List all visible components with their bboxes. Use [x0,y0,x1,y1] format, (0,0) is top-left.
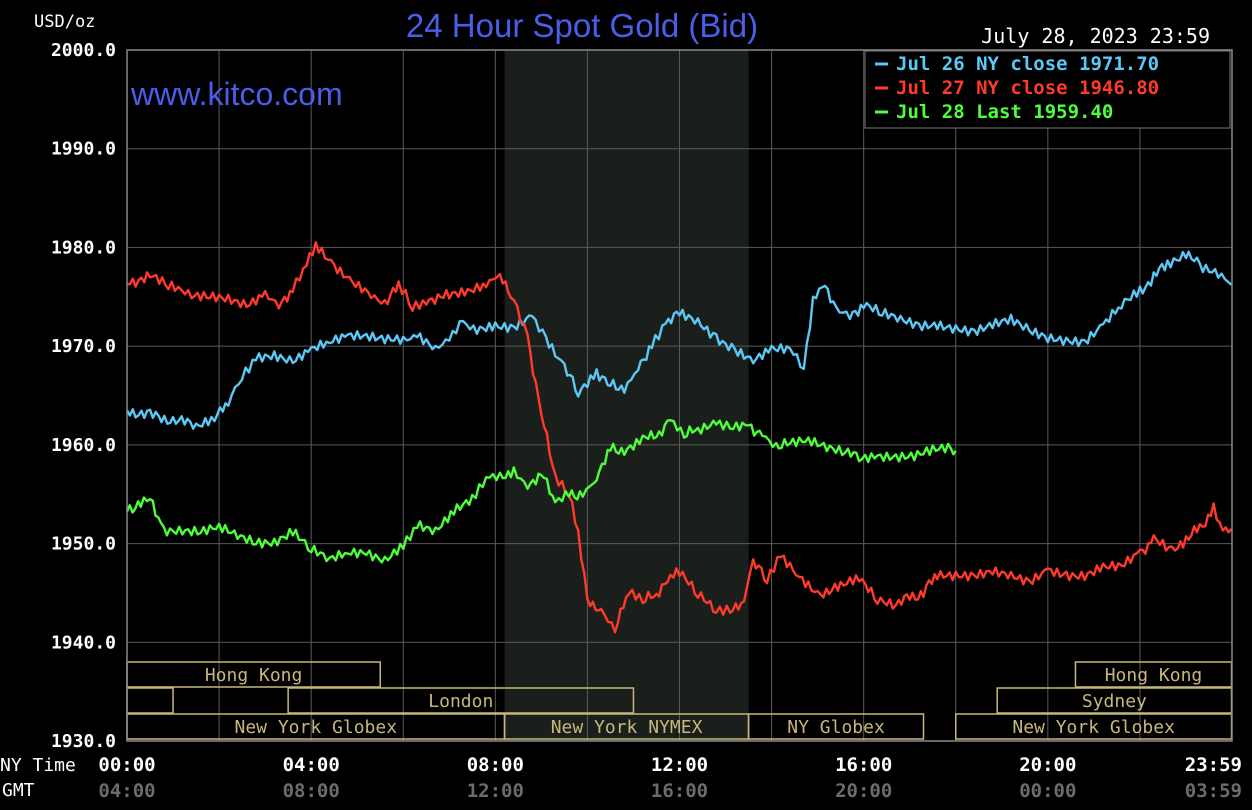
x-tick-label-ny: 23:59 [1185,754,1242,776]
x-tick-label-gmt: 20:00 [835,780,892,802]
session-label: London [428,691,493,712]
session-label: New York Globex [234,717,397,738]
ny-time-label: NY Time [0,755,76,776]
data-series [125,241,1233,634]
gmt-label: GMT [2,780,35,801]
timestamp: July 28, 2023 23:59 [981,24,1210,48]
x-tick-label-ny: 12:00 [651,754,708,776]
x-tick-label-ny: 04:00 [283,754,340,776]
y-axis-ticks: 2000.0 1990.0 1980.0 1970.0 1960.0 1950.0 1940… [51,40,116,752]
session-bar [747,713,925,740]
y-tick-label: 1990.0 [51,139,116,160]
nymex-highlight-band [504,50,749,741]
legend-entry: Jul 27 NY close 1946.80 [896,77,1159,99]
session-label: New York Globex [1012,717,1175,738]
x-tick-label-gmt: 00:00 [1019,780,1076,802]
x-tick-label-ny: 16:00 [835,754,892,776]
x-tick-label-gmt: 08:00 [283,780,340,802]
x-tick-label-gmt: 16:00 [651,780,708,802]
watermark: www.kitco.com [130,76,343,112]
series-line-jul-27 [126,241,1233,634]
legend-entry: Jul 28 Last 1959.40 [896,101,1113,123]
session-label: NY Globex [787,717,885,738]
legend-box [864,50,1231,129]
y-tick-label: 1960.0 [51,435,116,456]
unit-label: USD/oz [34,12,95,32]
y-tick-label: 1930.0 [51,731,116,752]
y-tick-label: 1980.0 [51,237,116,258]
x-tick-label-ny: 00:00 [98,754,155,776]
plot-frame [126,49,1233,742]
x-tick-label-gmt: 03:59 [1185,780,1242,802]
x-tick-label-gmt: 04:00 [98,780,155,802]
session-label: Hong Kong [1105,665,1203,686]
x-tick-label-ny: 08:00 [467,754,524,776]
session-label: New York NYMEX [551,717,703,738]
y-tick-label: 1970.0 [51,336,116,357]
y-tick-label: 2000.0 [51,40,116,61]
x-axis-ticks: 00:00 04:00 08:00 12:00 16:00 20:00 23:59 04:00… [98,754,1242,802]
y-tick-label: 1940.0 [51,632,116,653]
x-tick-label-ny: 20:00 [1019,754,1076,776]
session-bar [287,687,635,714]
series-line-jul-26 [125,250,1233,430]
session-bars: Hong Kong London New York Globex New York N… [126,661,1233,740]
x-tick-label-gmt: 12:00 [467,780,524,802]
chart-title: 24 Hour Spot Gold (Bid) [406,7,758,44]
gridlines [127,50,1232,741]
session-label: Sydney [1082,691,1147,712]
session-label: Hong Kong [205,665,303,686]
y-tick-label: 1950.0 [51,534,116,555]
legend-entry: Jul 26 NY close 1971.70 [896,53,1159,75]
series-line-jul-28 [125,419,957,564]
